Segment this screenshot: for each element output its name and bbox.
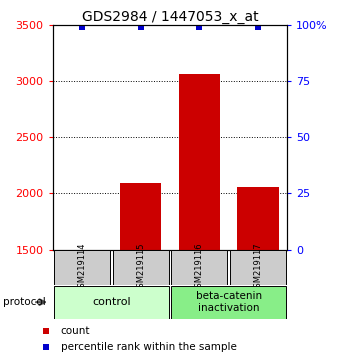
FancyBboxPatch shape [230,250,286,285]
Text: beta-catenin
inactivation: beta-catenin inactivation [195,291,262,313]
Text: protocol: protocol [3,297,46,307]
FancyBboxPatch shape [113,250,169,285]
Point [255,24,261,30]
Text: GSM219116: GSM219116 [195,242,204,293]
FancyBboxPatch shape [54,286,169,319]
Text: percentile rank within the sample: percentile rank within the sample [61,342,237,352]
Point [43,328,49,334]
Point [79,24,85,30]
Bar [120,183,161,250]
Title: GDS2984 / 1447053_x_at: GDS2984 / 1447053_x_at [82,10,258,24]
Point [197,24,202,30]
Text: GSM219115: GSM219115 [136,242,145,292]
FancyBboxPatch shape [54,250,110,285]
Bar [237,187,278,250]
Text: GSM219117: GSM219117 [254,242,262,293]
FancyBboxPatch shape [171,286,286,319]
FancyBboxPatch shape [171,250,227,285]
Point [43,344,49,350]
Text: count: count [61,326,90,336]
Text: GSM219114: GSM219114 [78,242,86,292]
Bar [62,250,103,252]
Text: control: control [92,297,131,307]
Bar [179,74,220,250]
Point [138,24,143,30]
